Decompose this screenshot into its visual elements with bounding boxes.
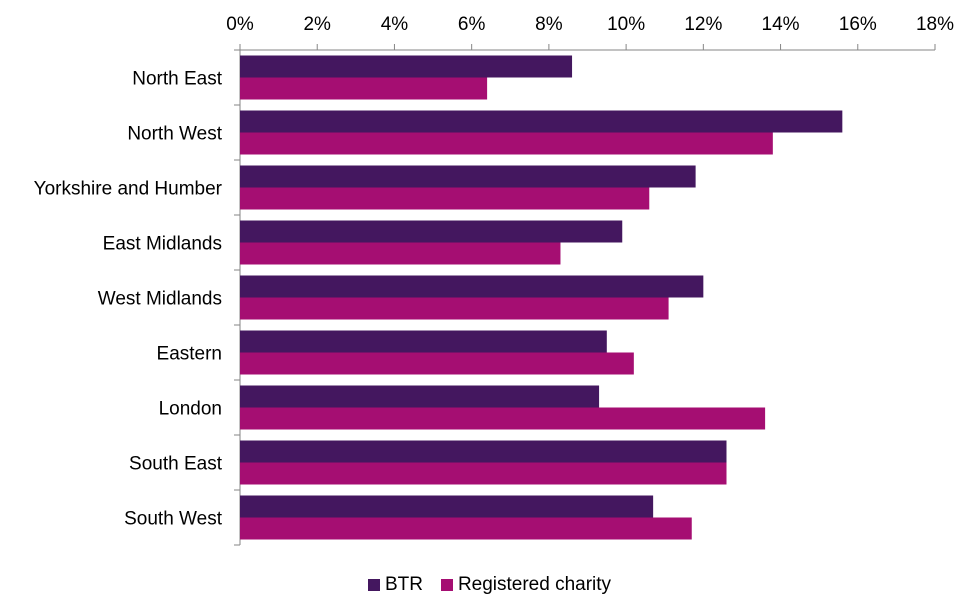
bar (240, 385, 600, 408)
x-tick-label: 4% (381, 14, 409, 35)
category-label: South East (129, 454, 223, 475)
bar (240, 352, 634, 375)
x-tick-label: 14% (762, 14, 800, 35)
bars (240, 55, 843, 540)
category-label: North East (132, 69, 222, 90)
x-tick-label: 18% (916, 14, 954, 35)
category-label: London (159, 399, 222, 420)
bar (240, 132, 773, 155)
x-tick-label: 6% (458, 14, 486, 35)
labels: 0% 2% 4% 6% 8% 10% 12% 14% 16% 18% North East North… (34, 14, 954, 530)
x-tick-label: 8% (535, 14, 563, 35)
category-label: Eastern (157, 344, 222, 365)
bar (240, 440, 727, 463)
legend-swatch-registered-charity (440, 579, 453, 591)
bar (240, 77, 488, 100)
bar (240, 275, 704, 298)
legend-label-registered-charity: Registered charity (457, 574, 612, 595)
bar (240, 220, 623, 243)
bar (240, 165, 696, 188)
bar (240, 110, 843, 133)
bar (240, 55, 573, 78)
x-tick-label: 12% (684, 14, 722, 35)
category-label: East Midlands (103, 234, 222, 255)
category-label: West Midlands (98, 289, 222, 310)
x-tick-label: 10% (607, 14, 645, 35)
category-label: North West (127, 124, 222, 145)
legend-label-btr: BTR (384, 574, 423, 595)
bar (240, 330, 607, 353)
x-tick-label: 2% (303, 14, 331, 35)
bar (240, 495, 654, 518)
legend-item-registered-charity: Registered charity (440, 574, 612, 596)
legend: BTR Registered charity (0, 573, 979, 597)
bar (240, 407, 766, 430)
bar (240, 462, 727, 485)
bar (240, 242, 561, 265)
category-label: South West (124, 509, 223, 530)
category-label: Yorkshire and Humber (34, 179, 223, 200)
x-tick-label: 0% (226, 14, 254, 35)
bar (240, 297, 669, 320)
bar (240, 187, 650, 210)
legend-item-btr: BTR (367, 574, 423, 596)
legend-swatch-btr (367, 579, 380, 591)
x-tick-label: 16% (839, 14, 877, 35)
bar (240, 517, 692, 540)
